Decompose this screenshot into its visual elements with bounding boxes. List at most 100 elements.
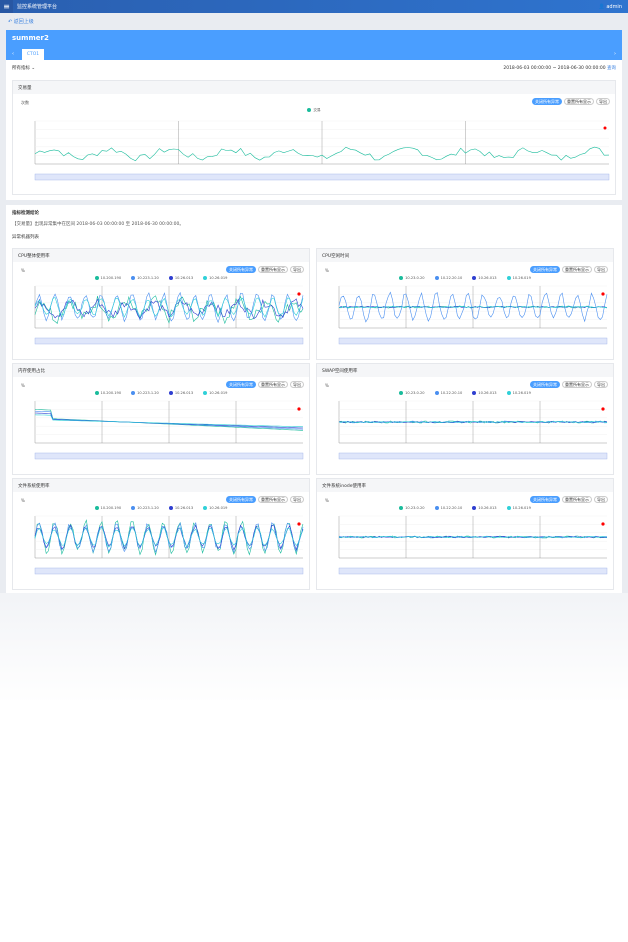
legend-item[interactable]: 10.26.013 <box>168 391 193 395</box>
legend-item[interactable]: 10.26.019 <box>506 276 531 280</box>
series-line <box>34 298 304 320</box>
export-button[interactable]: 导出 <box>594 266 608 273</box>
export-button[interactable]: 导出 <box>594 381 608 388</box>
series-line <box>338 305 608 309</box>
reset-button[interactable]: 重置所有显示 <box>562 266 592 273</box>
legend-label: 10.26.019 <box>209 391 228 395</box>
legend-label: 10.26.013 <box>174 276 194 280</box>
legend-item[interactable]: 10.26.013 <box>168 276 194 280</box>
legend-item[interactable]: 10.26.013 <box>168 506 194 510</box>
metric-chart-legend[interactable]: 10.23.0.20 10.22.20.10 10.26.013 10.26.019 <box>317 506 613 510</box>
legend-item[interactable]: 10.200.190 <box>94 506 121 510</box>
export-button[interactable]: 导出 <box>290 266 304 273</box>
user-menu[interactable]: 👤 admin <box>598 3 623 10</box>
legend-label: 10.26.013 <box>478 506 497 510</box>
legend-label: 10.26.019 <box>209 506 228 510</box>
metric-chart-legend[interactable]: 10.200.190 10.223.1.20 10.26.013 10.26.019 <box>13 391 309 395</box>
legend-item[interactable]: 10.22.20.10 <box>434 276 462 280</box>
legend-item[interactable]: 10.26.019 <box>203 506 227 510</box>
metric-chart[interactable] <box>13 397 311 475</box>
metric-chart-unit: % <box>21 383 25 388</box>
date-range-value: 2018-06-03 00:00:00 ~ 2018-06-30 00:00:0… <box>503 66 606 71</box>
close-abnormal-button[interactable]: 关闭所有异常 <box>226 381 256 388</box>
legend-item[interactable]: 10.23.0.20 <box>399 506 425 510</box>
metric-selector[interactable]: 所有指标 ⌄ <box>12 66 36 71</box>
legend-label: 10.26.019 <box>512 276 531 280</box>
export-button[interactable]: 导出 <box>596 98 610 105</box>
legend-label: 10.26.013 <box>478 391 497 395</box>
legend-label: 10.23.0.20 <box>405 276 425 280</box>
close-abnormal-button[interactable]: 关闭所有异常 <box>226 266 256 273</box>
reset-button[interactable]: 重置所有显示 <box>258 266 288 273</box>
reset-button[interactable]: 重置所有显示 <box>564 98 594 105</box>
analysis-title[interactable]: 指标检测结论 <box>12 211 39 216</box>
legend-item[interactable]: 10.26.019 <box>506 506 531 510</box>
metric-chart-legend[interactable]: 10.23.0.20 10.22.20.10 10.26.013 10.26.019 <box>317 276 613 280</box>
main-chart[interactable] <box>13 116 617 196</box>
date-range[interactable]: 2018-06-03 00:00:00 ~ 2018-06-30 00:00:0… <box>503 65 616 71</box>
metric-chart-title: SWAP空间使用率 <box>317 364 613 377</box>
legend-item[interactable]: 10.223.1.20 <box>131 276 159 280</box>
legend-label: 10.26.013 <box>174 506 194 510</box>
metric-chart-legend[interactable]: 10.200.190 10.223.1.20 10.26.013 10.26.019 <box>13 276 309 280</box>
legend-item[interactable]: 10.200.190 <box>94 391 121 395</box>
legend-item[interactable]: 10.23.0.20 <box>399 391 425 395</box>
legend-item[interactable]: 10.26.013 <box>472 506 497 510</box>
legend-item[interactable]: 10.200.190 <box>94 276 121 280</box>
main-chart-title: 交易量 <box>13 81 615 94</box>
anomaly-point <box>297 522 301 526</box>
overview-panel: 所有指标 ⌄ 2018-06-03 00:00:00 ~ 2018-06-30 … <box>6 60 622 200</box>
legend-item[interactable]: 10.26.019 <box>203 391 227 395</box>
export-button[interactable]: 导出 <box>594 496 608 503</box>
metric-chart-unit: % <box>325 498 329 503</box>
legend-item[interactable]: 10.23.0.20 <box>399 276 425 280</box>
metric-chart[interactable] <box>317 512 615 590</box>
menu-icon[interactable]: ≡ <box>0 0 13 13</box>
legend-item[interactable]: 10.223.1.20 <box>131 391 159 395</box>
legend-item[interactable]: 10.26.013 <box>472 391 497 395</box>
series-line <box>34 146 610 162</box>
legend-label: 10.22.20.10 <box>440 506 463 510</box>
close-abnormal-button[interactable]: 关闭所有异常 <box>530 381 560 388</box>
metric-chart[interactable] <box>317 282 615 360</box>
legend-label: 10.23.0.20 <box>405 506 425 510</box>
reset-button[interactable]: 重置所有显示 <box>562 381 592 388</box>
zoom-slider <box>34 173 610 181</box>
tab-prev-icon[interactable]: ‹ <box>12 51 14 57</box>
zoom-slider <box>34 452 304 460</box>
tab-host[interactable]: CTO1 <box>22 49 44 60</box>
legend-item[interactable]: 10.26.019 <box>506 391 531 395</box>
close-abnormal-button[interactable]: 关闭所有异常 <box>530 496 560 503</box>
reset-button[interactable]: 重置所有显示 <box>258 496 288 503</box>
metric-chart[interactable] <box>13 282 311 360</box>
legend-label: 10.223.1.20 <box>137 276 159 280</box>
app-title: 监控系统管理平台 <box>17 4 58 10</box>
metric-chart-legend[interactable]: 10.23.0.20 10.22.20.10 10.26.013 10.26.019 <box>317 391 613 395</box>
metric-chart-legend[interactable]: 10.200.190 10.223.1.20 10.26.013 10.26.019 <box>13 506 309 510</box>
export-button[interactable]: 导出 <box>290 381 304 388</box>
back-link[interactable]: ↶ 返回上级 <box>8 19 34 25</box>
machine-list-title: 异常机器列表 <box>12 235 39 240</box>
close-abnormal-button[interactable]: 关闭所有异常 <box>532 98 562 105</box>
legend-item[interactable]: 10.22.20.10 <box>434 391 462 395</box>
close-abnormal-button[interactable]: 关闭所有异常 <box>530 266 560 273</box>
reset-button[interactable]: 重置所有显示 <box>258 381 288 388</box>
zoom-slider <box>34 567 304 575</box>
metric-chart-unit: % <box>21 498 25 503</box>
metric-chart[interactable] <box>317 397 615 475</box>
main-chart-legend[interactable]: 交易 <box>13 108 615 113</box>
tab-next-icon[interactable]: › <box>614 51 616 57</box>
legend-item[interactable]: 10.223.1.20 <box>131 506 159 510</box>
export-button[interactable]: 导出 <box>290 496 304 503</box>
legend-item[interactable]: 10.22.20.10 <box>434 506 463 510</box>
anomaly-point <box>603 126 607 130</box>
close-abnormal-button[interactable]: 关闭所有异常 <box>226 496 256 503</box>
metric-chart[interactable] <box>13 512 311 590</box>
reset-button[interactable]: 重置所有显示 <box>562 496 592 503</box>
legend-item[interactable]: 10.26.019 <box>203 276 227 280</box>
metric-chart-title: 文件系统使用率 <box>13 479 309 492</box>
legend-item[interactable]: 10.26.013 <box>472 276 497 280</box>
metric-chart-card: CPU整体使用率 % 关闭所有异常 重置所有显示 导出 10.200.190 10.2… <box>12 248 310 360</box>
search-button[interactable]: 查询 <box>607 66 616 71</box>
page-header: summer2 ‹ CTO1 › <box>6 30 622 60</box>
